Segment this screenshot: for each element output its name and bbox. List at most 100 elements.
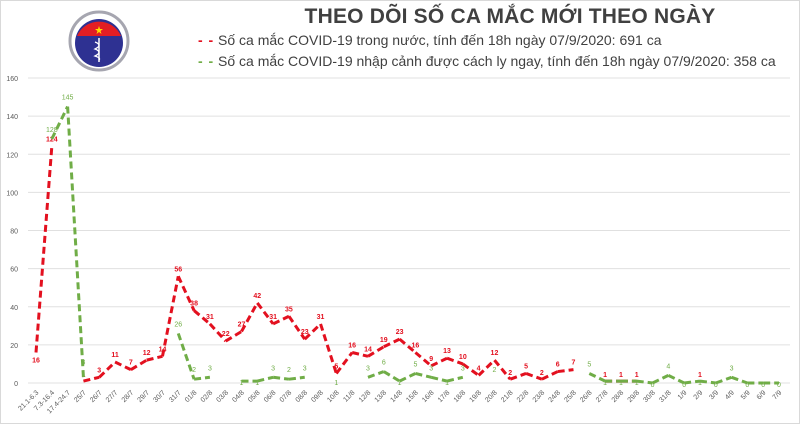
series-1-segment (667, 374, 685, 385)
series-1-segment (193, 375, 211, 381)
x-tick-label: 21/8 (500, 389, 515, 404)
series-1-data-label: 1 (240, 380, 244, 387)
series-1-segment (66, 106, 85, 378)
x-tick-label: 26/7 (89, 389, 104, 404)
series-1-data-label: 0 (745, 382, 749, 389)
series-1-data-label: 3 (208, 365, 212, 372)
series-0-data-label: 2 (508, 370, 512, 377)
series-1-data-label: 0 (714, 382, 718, 389)
series-1-data-label: 3 (366, 365, 370, 372)
x-tick-label: 30/8 (642, 389, 657, 404)
chart-title: THEO DÕI SỐ CA MẮC MỚI THEO NGÀY (304, 5, 716, 28)
series-0-segment (414, 351, 433, 367)
series-0-data-label: 5 (334, 363, 338, 370)
x-tick-label: 23/8 (532, 389, 547, 404)
x-tick-label: 31/7 (168, 389, 183, 404)
x-tick-label: 24/8 (548, 389, 563, 404)
x-tick-label: 08/8 (295, 389, 310, 404)
series-1-segment (446, 375, 464, 383)
series-1-data-label: 0 (651, 382, 655, 389)
series-1-data-label: 1 (698, 380, 702, 387)
series-1-data-label: 1 (635, 380, 639, 387)
x-tick-label: 7/9 (772, 389, 784, 401)
x-tick-label: 06/8 (263, 389, 278, 404)
x-tick-label: 25/7 (73, 389, 88, 404)
series-0-data-label: 12 (143, 350, 151, 357)
series-0-data-label: 31 (269, 314, 277, 321)
series-0-segment (367, 345, 385, 358)
series-0-data-label: 42 (253, 293, 261, 300)
legend-item-imported: - - Số ca mắc COVID-19 nhập cảnh được các… (198, 53, 776, 69)
x-tick-label: 05/8 (247, 389, 262, 404)
series-1-data-label: 1 (255, 380, 259, 387)
series-0-segment (208, 322, 227, 343)
y-tick-label: 20 (10, 343, 18, 350)
y-tick-label: 120 (6, 152, 18, 159)
series-0-data-label: 19 (380, 337, 388, 344)
series-1-segment (288, 375, 305, 381)
series-0-data-label: 1 (635, 372, 639, 379)
series-0-data-label: 12 (491, 350, 499, 357)
series-0-data-label: 7 (572, 360, 576, 367)
x-tick-label: 09/8 (310, 389, 325, 404)
y-tick-label: 60 (10, 267, 18, 274)
series-1-data-label: 1 (603, 380, 607, 387)
series-1-segment (588, 372, 606, 383)
x-tick-label: 26/8 (579, 389, 594, 404)
x-tick-label: 12/8 (358, 389, 373, 404)
series-0-segment (130, 358, 148, 371)
series-0-data-label: 31 (317, 314, 325, 321)
x-tick-label: 18/8 (453, 389, 468, 404)
legend-green-dash-icon: - - (198, 53, 215, 69)
x-tick-label: 15/8 (405, 389, 420, 404)
series-1-data-label: 2 (192, 367, 196, 374)
series-0-data-label: 14 (159, 346, 167, 353)
series-1-data-label: 5 (587, 361, 591, 368)
series-0-segment (287, 315, 306, 341)
x-tick-label: 10/8 (326, 389, 341, 404)
series-1-segment (50, 105, 69, 140)
series-1-data-label: 3 (429, 365, 433, 372)
series-1-segment (383, 370, 401, 383)
series-0-segment (383, 337, 401, 349)
series-1-data-label: 26 (174, 321, 182, 328)
series-1-data-label: 3 (730, 365, 734, 372)
series-1-data-label: 145 (62, 95, 74, 102)
series-0-segment (272, 314, 290, 326)
series-0-data-label: 124 (46, 137, 58, 144)
series-0-segment (398, 338, 417, 354)
series-0-data-label: 14 (364, 346, 372, 353)
series-1-segment (699, 379, 716, 385)
series-1-data-label: 1 (619, 380, 623, 387)
series-1-data-label: 3 (271, 365, 275, 372)
series-1-segment (256, 375, 274, 383)
series-0-segment (98, 360, 117, 379)
x-tick-label: 5/9 (740, 389, 752, 401)
series-0-segment (193, 309, 211, 326)
x-tick-label: 19/8 (468, 389, 483, 404)
x-tick-label: 22/8 (516, 389, 531, 404)
x-tick-label: 1/9 (677, 389, 689, 401)
series-0-data-label: 6 (556, 362, 560, 369)
x-tick-label: 11/8 (342, 389, 356, 403)
x-tick-label: 02/8 (200, 389, 215, 404)
x-tick-label: 31/8 (658, 389, 673, 404)
x-tick-label: 03/8 (216, 389, 231, 404)
y-tick-label: 160 (6, 76, 18, 83)
series-1-data-label: 128 (46, 127, 58, 134)
series-0-segment (224, 330, 243, 343)
series-0-data-label: 3 (97, 367, 101, 374)
series-1-data-label: 6 (382, 360, 386, 367)
x-tick-label: 20/8 (484, 389, 499, 404)
series-1-data-label: 3 (303, 365, 307, 372)
series-0-segment (351, 351, 369, 358)
series-0-data-label: 35 (285, 306, 293, 313)
series-1-segment (636, 379, 653, 385)
series-0-segment (525, 372, 543, 381)
series-1-segment (683, 379, 701, 385)
x-tick-label: 01/8 (184, 389, 199, 404)
x-tick-label: 14/8 (389, 389, 404, 404)
series-1-segment (367, 370, 385, 379)
x-tick-label: 29/8 (627, 389, 642, 404)
